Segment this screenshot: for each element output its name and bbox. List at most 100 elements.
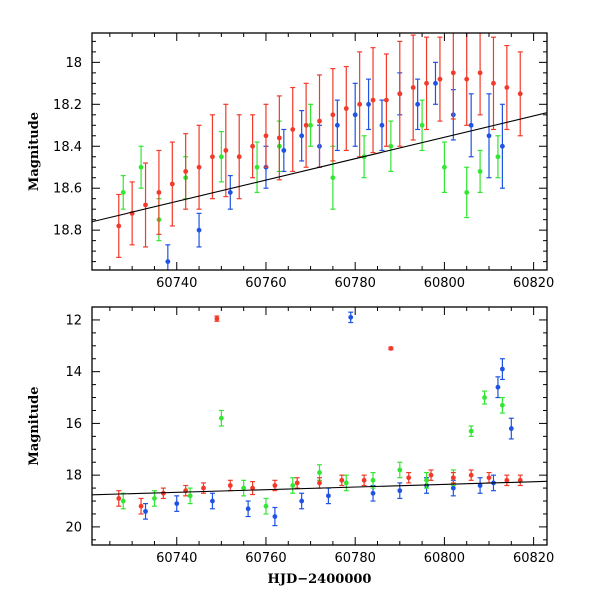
series-blue [165, 61, 505, 270]
data-point [245, 506, 251, 512]
data-point [272, 483, 278, 488]
data-point [227, 483, 233, 488]
y-axis-label: Magnitude [27, 386, 42, 465]
x-tick-label: 60740 [156, 551, 197, 566]
data-point [218, 415, 224, 421]
data-point [152, 496, 157, 501]
y-tick-label: 14 [65, 365, 82, 380]
x-tick-label: 60800 [424, 551, 465, 566]
x-axis-label: HJD−2400000 [268, 572, 372, 587]
data-point [169, 181, 175, 187]
data-point [370, 490, 376, 496]
plot-area [92, 311, 547, 527]
data-point [415, 101, 421, 107]
data-point [397, 91, 403, 97]
data-point [241, 485, 247, 491]
data-point [303, 122, 309, 128]
data-point [160, 490, 166, 496]
data-point [450, 485, 456, 491]
data-point [370, 97, 376, 103]
data-point [343, 106, 349, 111]
data-point [276, 135, 282, 141]
data-point [352, 112, 358, 118]
bottom-panel: 60740 60760 60780 60800 60820 12 14 16 18 20 Magni… [27, 306, 554, 587]
axes-frame [91, 32, 548, 271]
data-point [499, 402, 505, 408]
data-point [143, 202, 148, 208]
data-point [326, 493, 331, 499]
axes-frame [91, 306, 548, 546]
y-tick-label: 12 [65, 313, 82, 328]
data-point [379, 122, 385, 128]
data-point [477, 70, 483, 76]
data-point [330, 175, 336, 181]
data-point [290, 127, 296, 132]
data-point [138, 164, 144, 170]
x-tick-label: 60780 [335, 551, 376, 566]
data-point [486, 475, 492, 481]
data-point [491, 80, 496, 86]
x-tick-label: 60740 [156, 276, 197, 291]
data-point [223, 148, 229, 153]
data-point [406, 475, 412, 481]
data-point [339, 477, 345, 483]
data-point [508, 426, 514, 431]
data-point [299, 133, 305, 139]
data-point [334, 122, 340, 128]
top-panel: 60740 60760 60780 60800 60820 18 18.2 18.4 18.6 1… [27, 32, 554, 291]
data-point [343, 480, 349, 486]
data-point [272, 514, 278, 519]
series-blue [143, 311, 514, 527]
data-point [504, 85, 510, 90]
data-point [263, 503, 269, 509]
data-point [201, 485, 206, 491]
data-point [464, 76, 470, 82]
y-tick-label: 18.4 [53, 140, 82, 155]
data-point [482, 395, 487, 400]
data-point [227, 189, 233, 195]
y-tick-label: 20 [65, 520, 82, 535]
data-point [317, 118, 322, 124]
y-tick-label: 18.6 [53, 182, 82, 197]
data-point [468, 472, 474, 478]
data-point [281, 148, 287, 153]
data-point [330, 112, 336, 118]
data-point [357, 101, 363, 107]
data-point [450, 70, 456, 76]
data-point [165, 259, 171, 265]
data-point [388, 143, 394, 149]
data-point [437, 76, 443, 82]
data-point [250, 485, 255, 491]
data-point [468, 428, 474, 434]
data-point [254, 164, 260, 170]
data-point [183, 169, 189, 174]
data-point [499, 366, 505, 372]
data-point [468, 122, 474, 128]
trend-line [92, 112, 547, 223]
data-point [388, 345, 394, 351]
data-point [517, 477, 523, 483]
x-tick-label: 60800 [424, 276, 465, 291]
data-point [370, 477, 376, 483]
data-point [317, 470, 322, 475]
data-point [477, 483, 483, 488]
data-point [250, 143, 255, 149]
data-point [116, 223, 122, 229]
data-point [187, 493, 193, 499]
data-point [495, 154, 501, 160]
y-axis-label: Magnitude [27, 112, 42, 191]
plot-area [92, 33, 547, 270]
data-point [299, 498, 305, 504]
data-point [317, 480, 322, 486]
data-point [308, 122, 313, 128]
data-point [517, 91, 523, 97]
data-point [236, 154, 242, 160]
series-green [120, 99, 501, 242]
y-tick-label: 18 [65, 56, 82, 71]
data-point [210, 154, 215, 160]
data-point [143, 508, 148, 514]
data-point [499, 143, 505, 149]
x-tick-label: 60760 [245, 551, 286, 566]
data-point [218, 154, 224, 160]
data-point [464, 189, 470, 195]
